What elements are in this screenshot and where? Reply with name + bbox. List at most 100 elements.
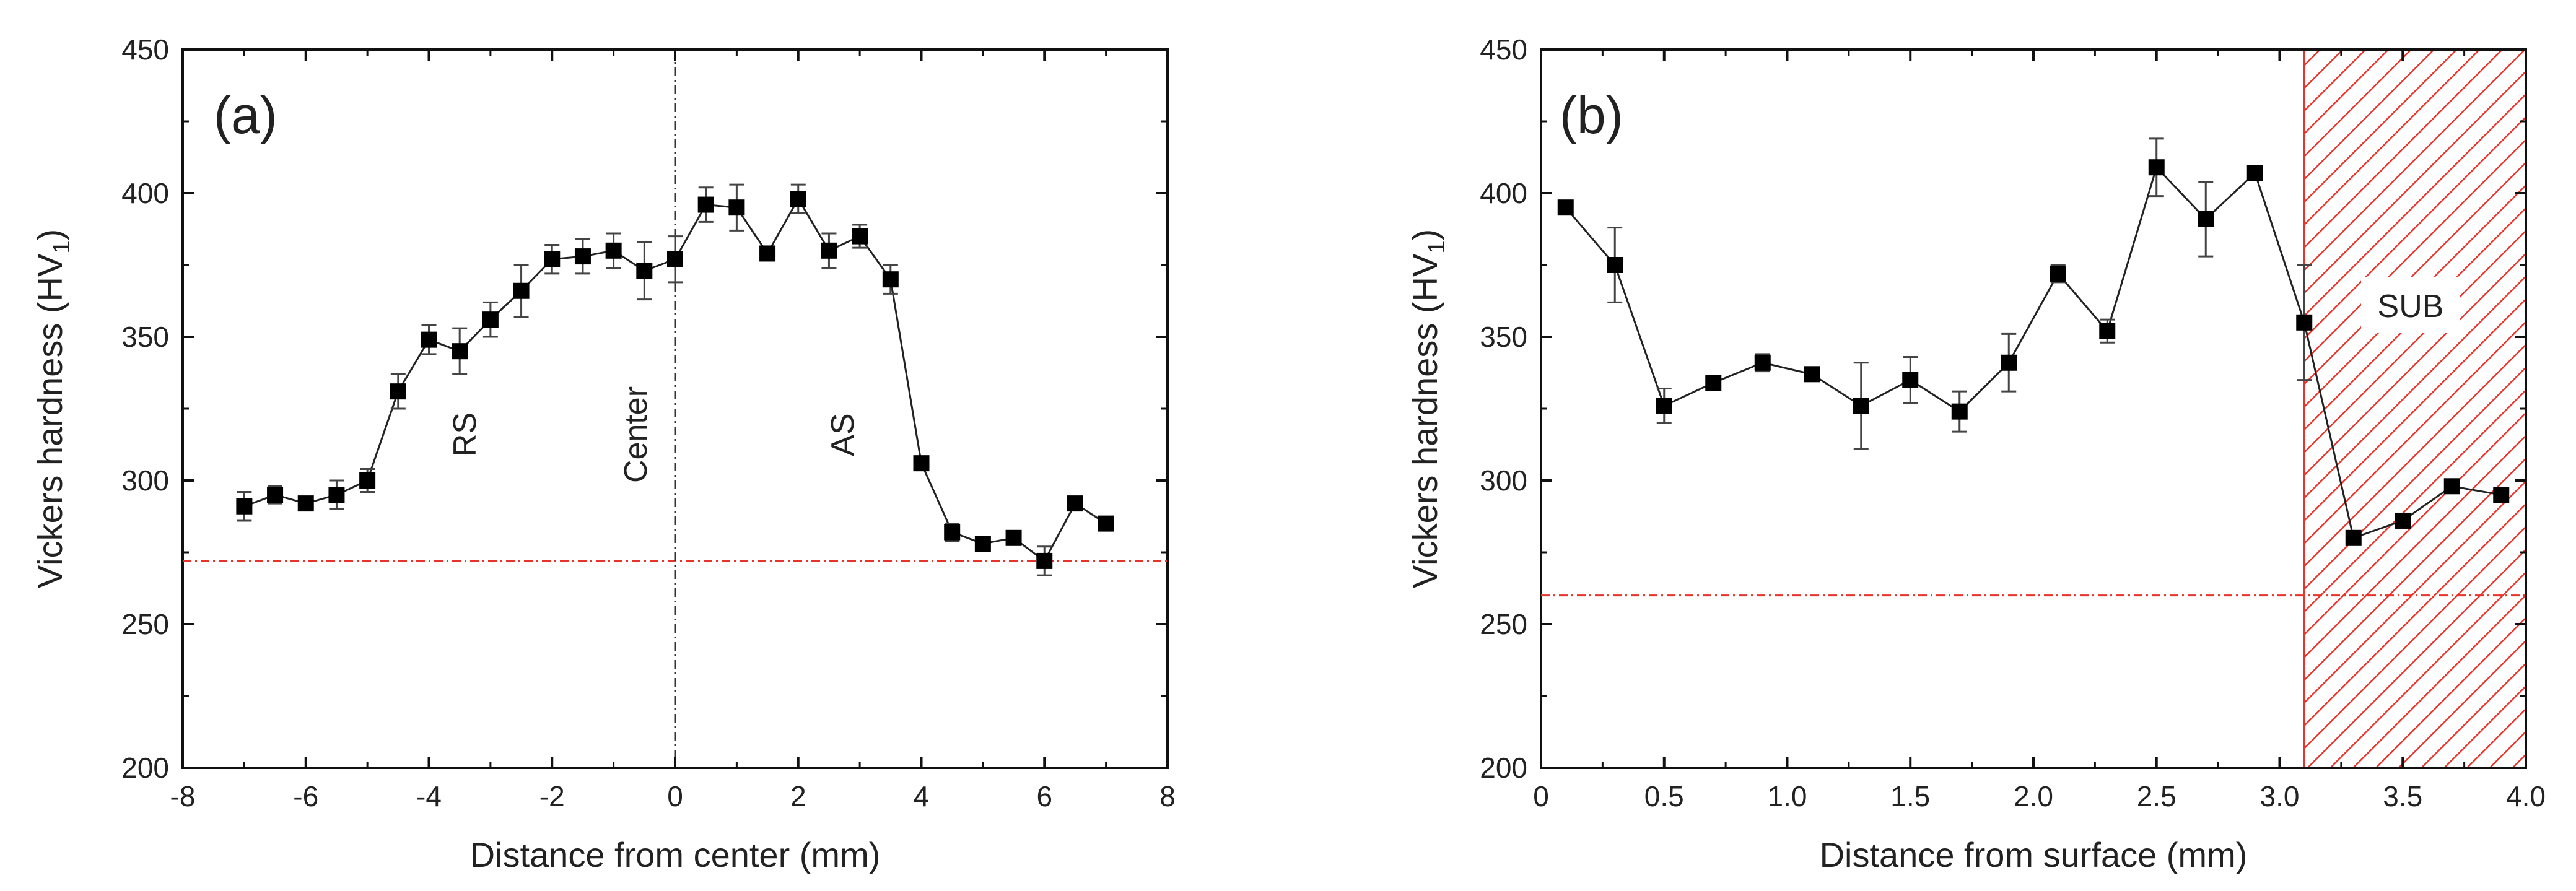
y-tick-label: 450 — [121, 33, 169, 66]
x-tick-label: 4 — [914, 780, 930, 812]
data-point — [1951, 403, 1968, 420]
sub-hatched-region — [2303, 48, 2527, 769]
y-tick-label: 250 — [1480, 608, 1527, 640]
data-point — [1853, 398, 1869, 414]
data-point — [1705, 375, 1722, 391]
x-tick-label: 2.0 — [2014, 780, 2053, 812]
annotation-center: Center — [618, 386, 654, 483]
reference-lines — [183, 50, 1168, 768]
data-point — [2001, 354, 2017, 371]
sub-label: SUB — [2378, 289, 2444, 324]
y-tick-label: 400 — [121, 177, 169, 209]
data-point — [390, 383, 406, 400]
x-tick-label: 1.5 — [1890, 780, 1930, 812]
data-point — [1005, 529, 1022, 546]
data-point — [1607, 257, 1623, 273]
data-point — [944, 524, 961, 541]
panel-a: -8 -6 -4 -2 0 2 4 6 8 200 250 300 350 400 450 (a) Dist… — [30, 33, 1176, 874]
data-point — [1902, 372, 1919, 388]
axis-ticks: -8 -6 -4 -2 0 2 4 6 8 200 250 300 350 400 450 — [121, 33, 1176, 812]
data-point — [1754, 354, 1771, 371]
y-tick-label: 350 — [1480, 321, 1527, 353]
data-point — [513, 282, 530, 299]
data-point — [1036, 552, 1053, 569]
data-point — [267, 487, 284, 503]
data-point — [2050, 265, 2066, 282]
y-tick-label: 450 — [1480, 33, 1527, 66]
y-axis-title: Vickers hardness (HV1) — [30, 229, 75, 588]
data-point — [544, 251, 561, 267]
data-point — [2246, 165, 2263, 181]
data-point — [605, 242, 622, 259]
data-point — [1804, 366, 1820, 383]
x-tick-label: 6 — [1036, 780, 1052, 812]
x-tick-label: 3.0 — [2260, 780, 2300, 812]
y-tick-label: 300 — [1480, 464, 1527, 497]
x-tick-label: 8 — [1159, 780, 1176, 812]
panel-b: SUB 0 0.5 1.0 1.5 2.0 2.5 3.0 3.5 4.0 200 250 300 35… — [1405, 33, 2546, 874]
data-point — [728, 199, 745, 216]
data-point — [1098, 515, 1114, 532]
annotation-as: AS — [825, 413, 861, 456]
data-point — [2198, 211, 2214, 227]
x-axis-title: Distance from surface (mm) — [1820, 835, 2248, 874]
data-point — [667, 251, 683, 267]
x-tick-label: 2.5 — [2137, 780, 2177, 812]
x-tick-label: 0 — [667, 780, 683, 812]
data-point — [2443, 478, 2460, 495]
data-series — [236, 183, 1114, 576]
x-tick-label: 2 — [790, 780, 806, 812]
x-tick-label: -2 — [539, 780, 565, 812]
y-axis-title-main: Vickers hardness (HV — [30, 253, 69, 588]
data-point — [1557, 199, 1574, 216]
y-axis-title-main: Vickers hardness (HV — [1405, 253, 1444, 588]
y-tick-label: 350 — [121, 321, 169, 353]
y-axis-title-close: ) — [30, 229, 69, 241]
y-tick-label: 300 — [121, 464, 169, 497]
data-point — [2296, 314, 2313, 331]
data-point — [759, 245, 776, 262]
panel-label: (a) — [214, 86, 277, 144]
x-tick-label: -4 — [416, 780, 442, 812]
data-point — [974, 536, 991, 552]
data-series — [1557, 137, 2510, 546]
annotation-rs: RS — [447, 412, 483, 457]
data-point — [359, 472, 376, 489]
series-line — [1565, 165, 2502, 539]
axis-ticks: 0 0.5 1.0 1.5 2.0 2.5 3.0 3.5 4.0 200 250 300 350 400… — [1480, 33, 2546, 812]
data-point — [1656, 398, 1672, 414]
data-point — [2148, 159, 2165, 176]
x-tick-label: 0 — [1533, 780, 1549, 812]
data-point — [2345, 529, 2362, 546]
data-point — [1067, 495, 1083, 512]
x-tick-label: -8 — [170, 780, 196, 812]
y-tick-label: 400 — [1480, 177, 1527, 209]
data-point — [2395, 512, 2411, 529]
data-point — [852, 228, 868, 245]
x-tick-label: 4.0 — [2506, 780, 2546, 812]
y-axis-title-subscript: 1 — [1424, 241, 1450, 254]
data-point — [882, 271, 899, 288]
y-axis-title-close: ) — [1405, 229, 1444, 241]
panel-label: (b) — [1560, 86, 1623, 144]
data-point — [913, 455, 930, 472]
data-point — [636, 263, 653, 279]
data-point — [297, 495, 314, 512]
y-tick-label: 200 — [121, 752, 169, 784]
data-point — [2099, 323, 2116, 339]
y-tick-label: 200 — [1480, 752, 1527, 784]
x-axis-title: Distance from center (mm) — [470, 835, 881, 874]
y-axis-title-subscript: 1 — [49, 241, 75, 254]
data-point — [821, 242, 837, 259]
data-point — [328, 487, 345, 503]
data-point — [421, 331, 437, 348]
data-point — [236, 498, 253, 515]
x-tick-label: 0.5 — [1644, 780, 1684, 812]
sub-label-background — [2361, 277, 2460, 333]
data-point — [2493, 487, 2510, 503]
data-point — [482, 311, 499, 328]
data-point — [790, 191, 806, 207]
data-point — [697, 196, 714, 213]
